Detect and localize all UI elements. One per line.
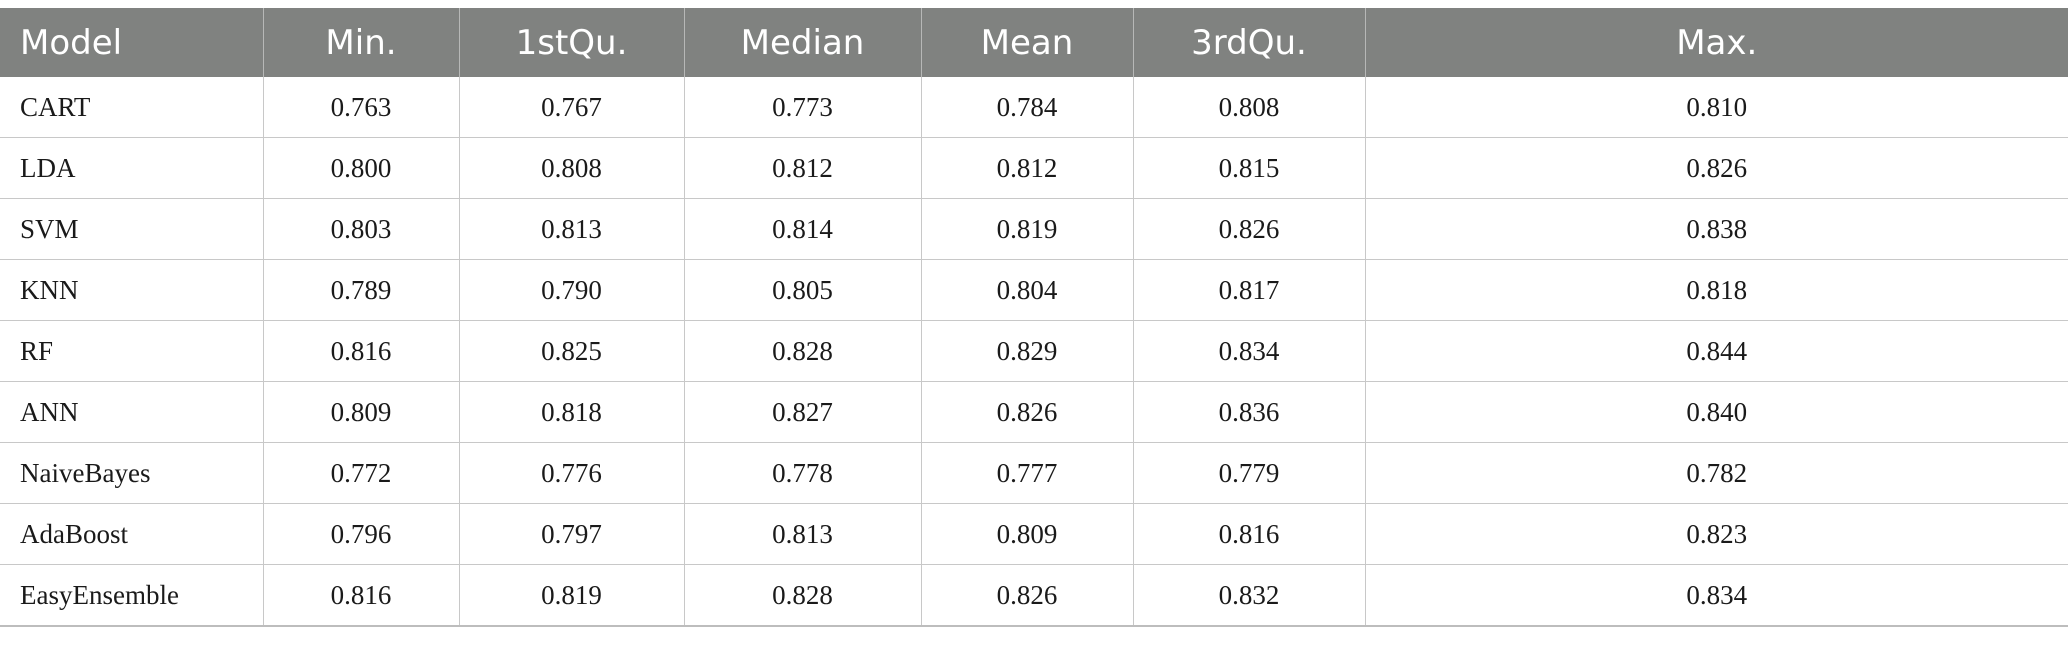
max-cell: 0.838 bbox=[1364, 198, 2068, 260]
median-cell: 0.828 bbox=[683, 564, 921, 627]
third-quartile-cell: 0.836 bbox=[1132, 381, 1365, 443]
column-header-mean: Mean bbox=[920, 8, 1133, 77]
median-cell: 0.813 bbox=[683, 503, 921, 565]
mean-cell: 0.819 bbox=[920, 198, 1133, 260]
max-cell: 0.782 bbox=[1364, 442, 2068, 504]
model-name-cell: LDA bbox=[0, 137, 263, 199]
min-cell: 0.796 bbox=[262, 503, 459, 565]
column-header-min: Min. bbox=[262, 8, 459, 77]
min-cell: 0.803 bbox=[262, 198, 459, 260]
max-cell: 0.810 bbox=[1364, 77, 2068, 138]
column-header-median: Median bbox=[683, 8, 921, 77]
min-cell: 0.800 bbox=[262, 137, 459, 199]
model-name-cell: ANN bbox=[0, 381, 263, 443]
model-name-cell: CART bbox=[0, 77, 263, 138]
table-row: KNN 0.789 0.790 0.805 0.804 0.817 0.818 bbox=[0, 259, 2068, 321]
mean-cell: 0.812 bbox=[920, 137, 1133, 199]
mean-cell: 0.826 bbox=[920, 381, 1133, 443]
mean-cell: 0.826 bbox=[920, 564, 1133, 627]
mean-cell: 0.777 bbox=[920, 442, 1133, 504]
min-cell: 0.816 bbox=[262, 320, 459, 382]
min-cell: 0.772 bbox=[262, 442, 459, 504]
column-header-model: Model bbox=[20, 22, 123, 63]
min-cell: 0.809 bbox=[262, 381, 459, 443]
table-row: EasyEnsemble 0.816 0.819 0.828 0.826 0.8… bbox=[0, 564, 2068, 627]
results-table: Model Min. 1stQu. Median Mean 3rdQu. Max… bbox=[0, 8, 2068, 627]
third-quartile-cell: 0.779 bbox=[1132, 442, 1365, 504]
third-quartile-cell: 0.826 bbox=[1132, 198, 1365, 260]
first-quartile-cell: 0.790 bbox=[458, 259, 684, 321]
first-quartile-cell: 0.808 bbox=[458, 137, 684, 199]
column-header-3rd-quartile: 3rdQu. bbox=[1132, 8, 1365, 77]
model-name-cell: RF bbox=[0, 320, 263, 382]
mean-cell: 0.829 bbox=[920, 320, 1133, 382]
min-cell: 0.816 bbox=[262, 564, 459, 627]
model-name-cell: KNN bbox=[0, 259, 263, 321]
model-name-cell: EasyEnsemble bbox=[0, 564, 263, 627]
first-quartile-cell: 0.767 bbox=[458, 77, 684, 138]
first-quartile-cell: 0.776 bbox=[458, 442, 684, 504]
third-quartile-cell: 0.832 bbox=[1132, 564, 1365, 627]
table-row: SVM 0.803 0.813 0.814 0.819 0.826 0.838 bbox=[0, 198, 2068, 260]
median-cell: 0.814 bbox=[683, 198, 921, 260]
header-row: Model Min. 1stQu. Median Mean 3rdQu. Max… bbox=[0, 8, 2068, 77]
third-quartile-cell: 0.817 bbox=[1132, 259, 1365, 321]
table-row: ANN 0.809 0.818 0.827 0.826 0.836 0.840 bbox=[0, 381, 2068, 443]
min-cell: 0.789 bbox=[262, 259, 459, 321]
first-quartile-cell: 0.818 bbox=[458, 381, 684, 443]
median-cell: 0.827 bbox=[683, 381, 921, 443]
first-quartile-cell: 0.819 bbox=[458, 564, 684, 627]
model-name-cell: SVM bbox=[0, 198, 263, 260]
table-row: AdaBoost 0.796 0.797 0.813 0.809 0.816 0… bbox=[0, 503, 2068, 565]
median-cell: 0.778 bbox=[683, 442, 921, 504]
table-row: NaiveBayes 0.772 0.776 0.778 0.777 0.779… bbox=[0, 442, 2068, 504]
median-cell: 0.773 bbox=[683, 77, 921, 138]
table-row: CART 0.763 0.767 0.773 0.784 0.808 0.810 bbox=[0, 77, 2068, 138]
first-quartile-cell: 0.797 bbox=[458, 503, 684, 565]
max-cell: 0.826 bbox=[1364, 137, 2068, 199]
model-name-cell: NaiveBayes bbox=[0, 442, 263, 504]
max-cell: 0.840 bbox=[1364, 381, 2068, 443]
model-name-cell: AdaBoost bbox=[0, 503, 263, 565]
column-header-1st-quartile: 1stQu. bbox=[458, 8, 684, 77]
median-cell: 0.805 bbox=[683, 259, 921, 321]
max-cell: 0.823 bbox=[1364, 503, 2068, 565]
third-quartile-cell: 0.815 bbox=[1132, 137, 1365, 199]
column-header-max: Max. bbox=[1364, 8, 2068, 77]
max-cell: 0.834 bbox=[1364, 564, 2068, 627]
table-row: LDA 0.800 0.808 0.812 0.812 0.815 0.826 bbox=[0, 137, 2068, 199]
mean-cell: 0.809 bbox=[920, 503, 1133, 565]
first-quartile-cell: 0.813 bbox=[458, 198, 684, 260]
median-cell: 0.812 bbox=[683, 137, 921, 199]
min-cell: 0.763 bbox=[262, 77, 459, 138]
median-cell: 0.828 bbox=[683, 320, 921, 382]
third-quartile-cell: 0.834 bbox=[1132, 320, 1365, 382]
first-quartile-cell: 0.825 bbox=[458, 320, 684, 382]
max-cell: 0.818 bbox=[1364, 259, 2068, 321]
third-quartile-cell: 0.816 bbox=[1132, 503, 1365, 565]
max-cell: 0.844 bbox=[1364, 320, 2068, 382]
mean-cell: 0.784 bbox=[920, 77, 1133, 138]
table-row: RF 0.816 0.825 0.828 0.829 0.834 0.844 bbox=[0, 320, 2068, 382]
mean-cell: 0.804 bbox=[920, 259, 1133, 321]
third-quartile-cell: 0.808 bbox=[1132, 77, 1365, 138]
